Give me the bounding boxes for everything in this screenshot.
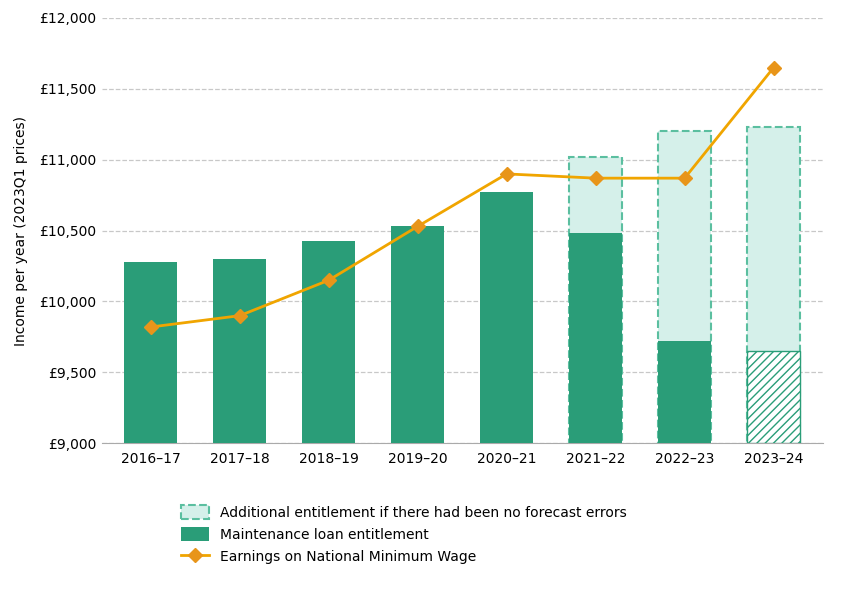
Bar: [391, 226, 444, 443]
Bar: [747, 351, 801, 443]
Bar: [747, 127, 801, 443]
Bar: [658, 131, 711, 443]
Bar: [213, 259, 266, 443]
Bar: [124, 262, 177, 443]
Y-axis label: Income per year (2023Q1 prices): Income per year (2023Q1 prices): [14, 116, 28, 346]
Legend: Additional entitlement if there had been no forecast errors, Maintenance loan en: Additional entitlement if there had been…: [181, 506, 627, 564]
Bar: [302, 241, 355, 443]
Bar: [658, 341, 711, 443]
Bar: [569, 234, 622, 443]
Bar: [569, 157, 622, 443]
Bar: [480, 192, 533, 443]
Bar: [747, 351, 801, 443]
